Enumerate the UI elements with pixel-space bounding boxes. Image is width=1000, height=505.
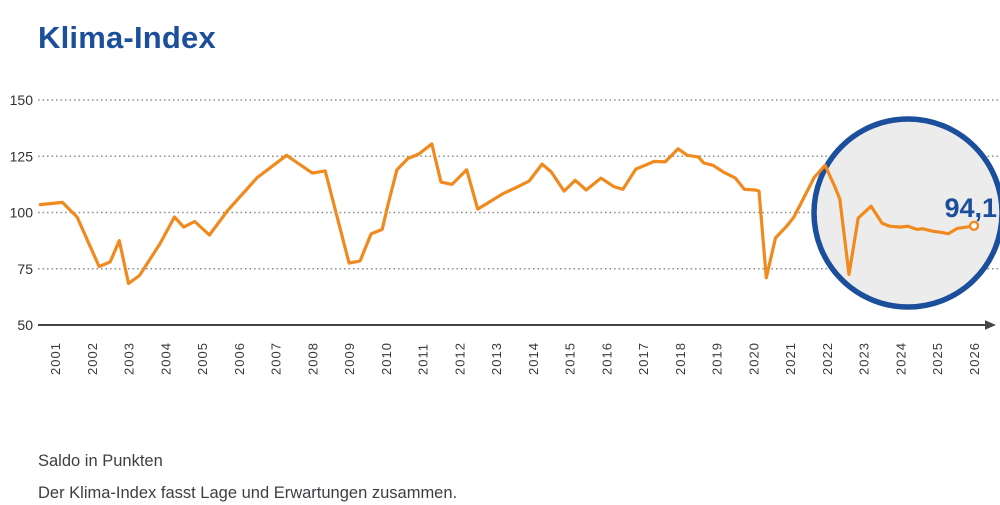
x-axis-year-label: 2018 [673,342,688,375]
klima-index-chart: 50 75 100 125 150 2001 2002 2003 2004 2005 2006 200… [10,92,1000,375]
y-axis-label: 50 [17,317,33,333]
x-axis-year-label: 2004 [158,342,173,375]
x-axis-year-label: 2022 [820,342,835,375]
end-value-label: 94,1 [944,193,997,223]
x-axis-year-label: 2011 [416,343,431,375]
x-axis-year-label: 2024 [893,342,908,375]
footnote-description: Der Klima-Index fasst Lage und Erwartung… [38,484,458,502]
x-axis-year-label: 2021 [783,342,798,375]
x-axis-year-label: 2013 [489,342,504,375]
x-axis-year-label: 2026 [967,342,982,375]
x-axis-year-label: 2001 [48,342,63,375]
x-axis-year-label: 2006 [232,342,247,375]
highlight-circle [811,116,1000,310]
y-axis-label: 100 [10,205,34,221]
x-axis-year-label: 2023 [857,342,872,375]
x-axis-year-label: 2002 [85,342,100,375]
x-axis-year-label: 2019 [710,342,725,375]
x-axis-year-label: 2016 [599,342,614,375]
x-axis-year-label: 2010 [379,342,394,375]
x-axis-arrowhead [985,320,996,330]
x-axis-year-label: 2008 [305,342,320,375]
x-axis-year-label: 2005 [195,342,210,375]
chart-title: Klima-Index [38,20,216,55]
y-axis-label: 150 [10,92,34,108]
x-axis-year-label: 2014 [526,342,541,375]
x-axis-year-label: 2003 [122,342,137,375]
x-axis-year-label: 2017 [636,342,651,375]
x-axis-year-label: 2009 [342,342,357,375]
x-axis-year-label: 2020 [746,342,761,375]
footnote-unit-label: Saldo in Punkten [38,452,163,470]
x-axis-year-label: 2025 [930,342,945,375]
x-axis-year-label: 2015 [563,342,578,375]
index-line [38,142,976,285]
chart-footnote: Saldo in Punkten Der Klima-Index fasst L… [38,445,457,505]
x-axis-year-label: 2012 [452,342,467,375]
y-axis-label: 125 [10,148,34,164]
end-marker [968,220,980,231]
x-axis-year-label: 2007 [269,342,284,375]
y-axis-label: 75 [17,261,33,277]
